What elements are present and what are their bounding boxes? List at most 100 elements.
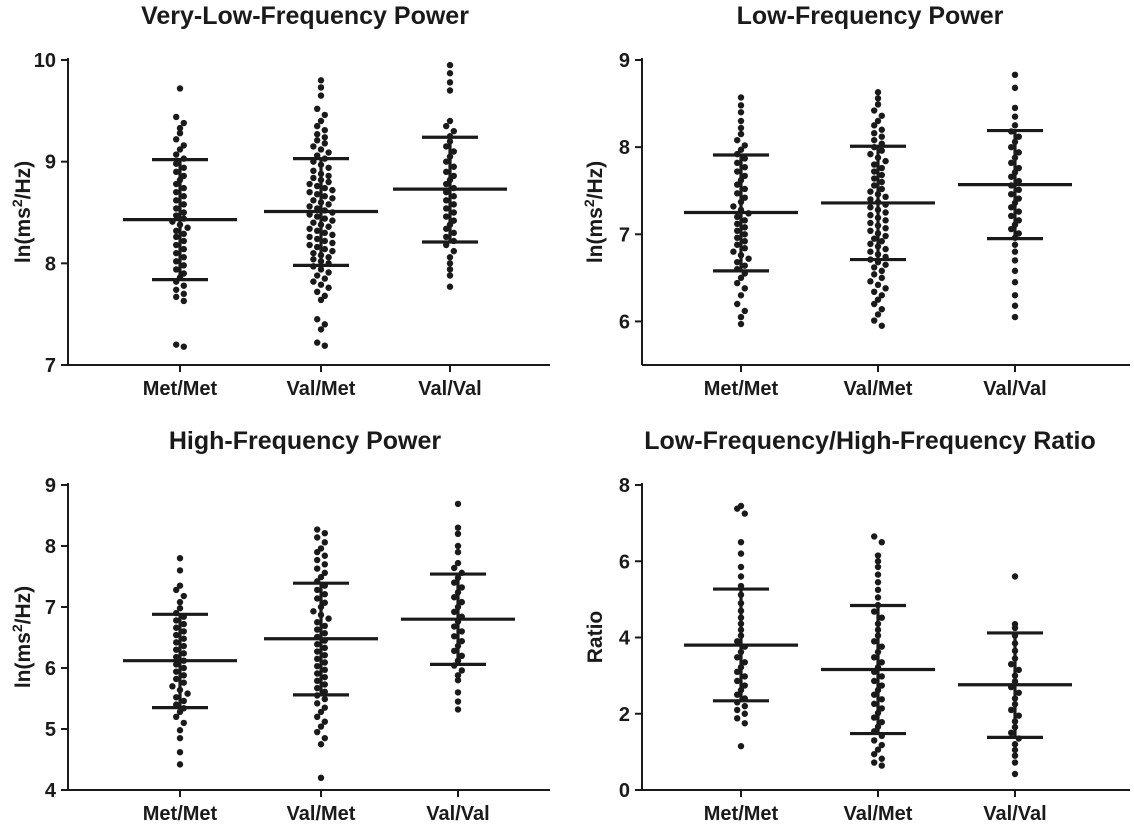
data-point (321, 321, 328, 328)
data-point (451, 594, 458, 601)
data-point (321, 666, 328, 674)
data-point (871, 317, 878, 324)
data-point (314, 586, 321, 594)
data-point (173, 151, 180, 158)
data-point (730, 248, 737, 255)
data-point (741, 262, 748, 269)
data-point (317, 117, 325, 125)
data-point (878, 178, 885, 186)
data-point (321, 599, 328, 606)
data-point (450, 172, 457, 180)
y-axis-label-part: /Hz) (12, 586, 35, 625)
data-point (737, 274, 745, 282)
data-point (180, 628, 187, 635)
data-point (325, 201, 332, 208)
y-tick-label: 0 (619, 780, 630, 802)
data-point (867, 240, 874, 248)
data-point (180, 664, 187, 672)
data-point (874, 101, 882, 108)
data-point (325, 284, 332, 291)
data-point (176, 567, 184, 574)
data-point (734, 691, 741, 698)
y-axis-label: ln(ms2/Hz) (9, 586, 35, 688)
data-point (1011, 770, 1019, 778)
data-point (176, 727, 184, 734)
data-point (310, 256, 317, 263)
data-point (321, 275, 328, 282)
y-tick-label: 9 (45, 475, 56, 497)
x-tick-label: Met/Met (704, 378, 779, 400)
data-point (180, 719, 187, 727)
data-point (734, 159, 741, 167)
data-point (325, 269, 332, 276)
data-point (180, 193, 187, 200)
data-point (871, 750, 878, 758)
chart-title: Very-Low-Frequency Power (141, 2, 469, 30)
data-point (173, 258, 180, 265)
data-point (451, 623, 458, 630)
data-point (878, 696, 885, 703)
data-point (446, 272, 454, 279)
data-point (734, 715, 741, 722)
data-point (173, 694, 180, 701)
data-point (180, 672, 187, 679)
data-point (874, 296, 882, 303)
data-point (314, 227, 321, 234)
x-tick-label: Val/Met (287, 803, 356, 821)
data-point (454, 548, 462, 556)
data-point (176, 605, 184, 612)
data-point (173, 168, 180, 176)
chart-title: Low-Frequency Power (737, 2, 1004, 30)
data-point (173, 266, 180, 273)
data-point (737, 563, 745, 571)
data-point (1008, 143, 1015, 151)
data-point (737, 573, 745, 580)
data-point (871, 161, 878, 168)
data-point (741, 710, 748, 717)
data-point (882, 224, 889, 232)
data-point (321, 184, 328, 192)
data-point (443, 205, 450, 212)
data-point (173, 653, 180, 661)
y-tick-label: 4 (619, 628, 631, 650)
x-tick-label: Val/Met (844, 378, 913, 400)
data-point (321, 561, 328, 568)
data-point (180, 184, 187, 192)
data-point (745, 255, 752, 262)
data-point (325, 164, 332, 171)
data-point (741, 172, 748, 180)
data-point (317, 326, 325, 333)
data-point (1015, 712, 1022, 719)
y-tick-label: 10 (34, 50, 56, 72)
data-point (1011, 573, 1019, 580)
data-point (878, 292, 885, 299)
data-point (321, 292, 328, 300)
data-point (734, 654, 741, 661)
y-tick-label: 6 (619, 551, 630, 573)
data-point (173, 286, 180, 293)
data-point (454, 672, 462, 679)
data-point (874, 558, 882, 565)
data-point (310, 219, 317, 226)
data-point (443, 143, 450, 150)
data-point (874, 586, 882, 594)
data-point (325, 149, 332, 156)
data-point (871, 168, 878, 175)
data-point (173, 180, 180, 188)
y-axis-label-part: /Hz) (12, 161, 35, 200)
data-point (734, 168, 741, 175)
data-point (314, 105, 321, 113)
data-point (878, 171, 885, 179)
data-point (1011, 292, 1019, 299)
data-point (173, 639, 180, 646)
data-point (314, 641, 321, 648)
data-point (310, 197, 317, 204)
data-point (737, 117, 745, 125)
data-point (734, 227, 741, 234)
data-point (317, 741, 325, 748)
data-point (1011, 302, 1019, 309)
data-point (180, 209, 187, 216)
data-point (317, 84, 325, 91)
y-tick-label: 8 (619, 475, 630, 497)
data-point (871, 714, 878, 721)
